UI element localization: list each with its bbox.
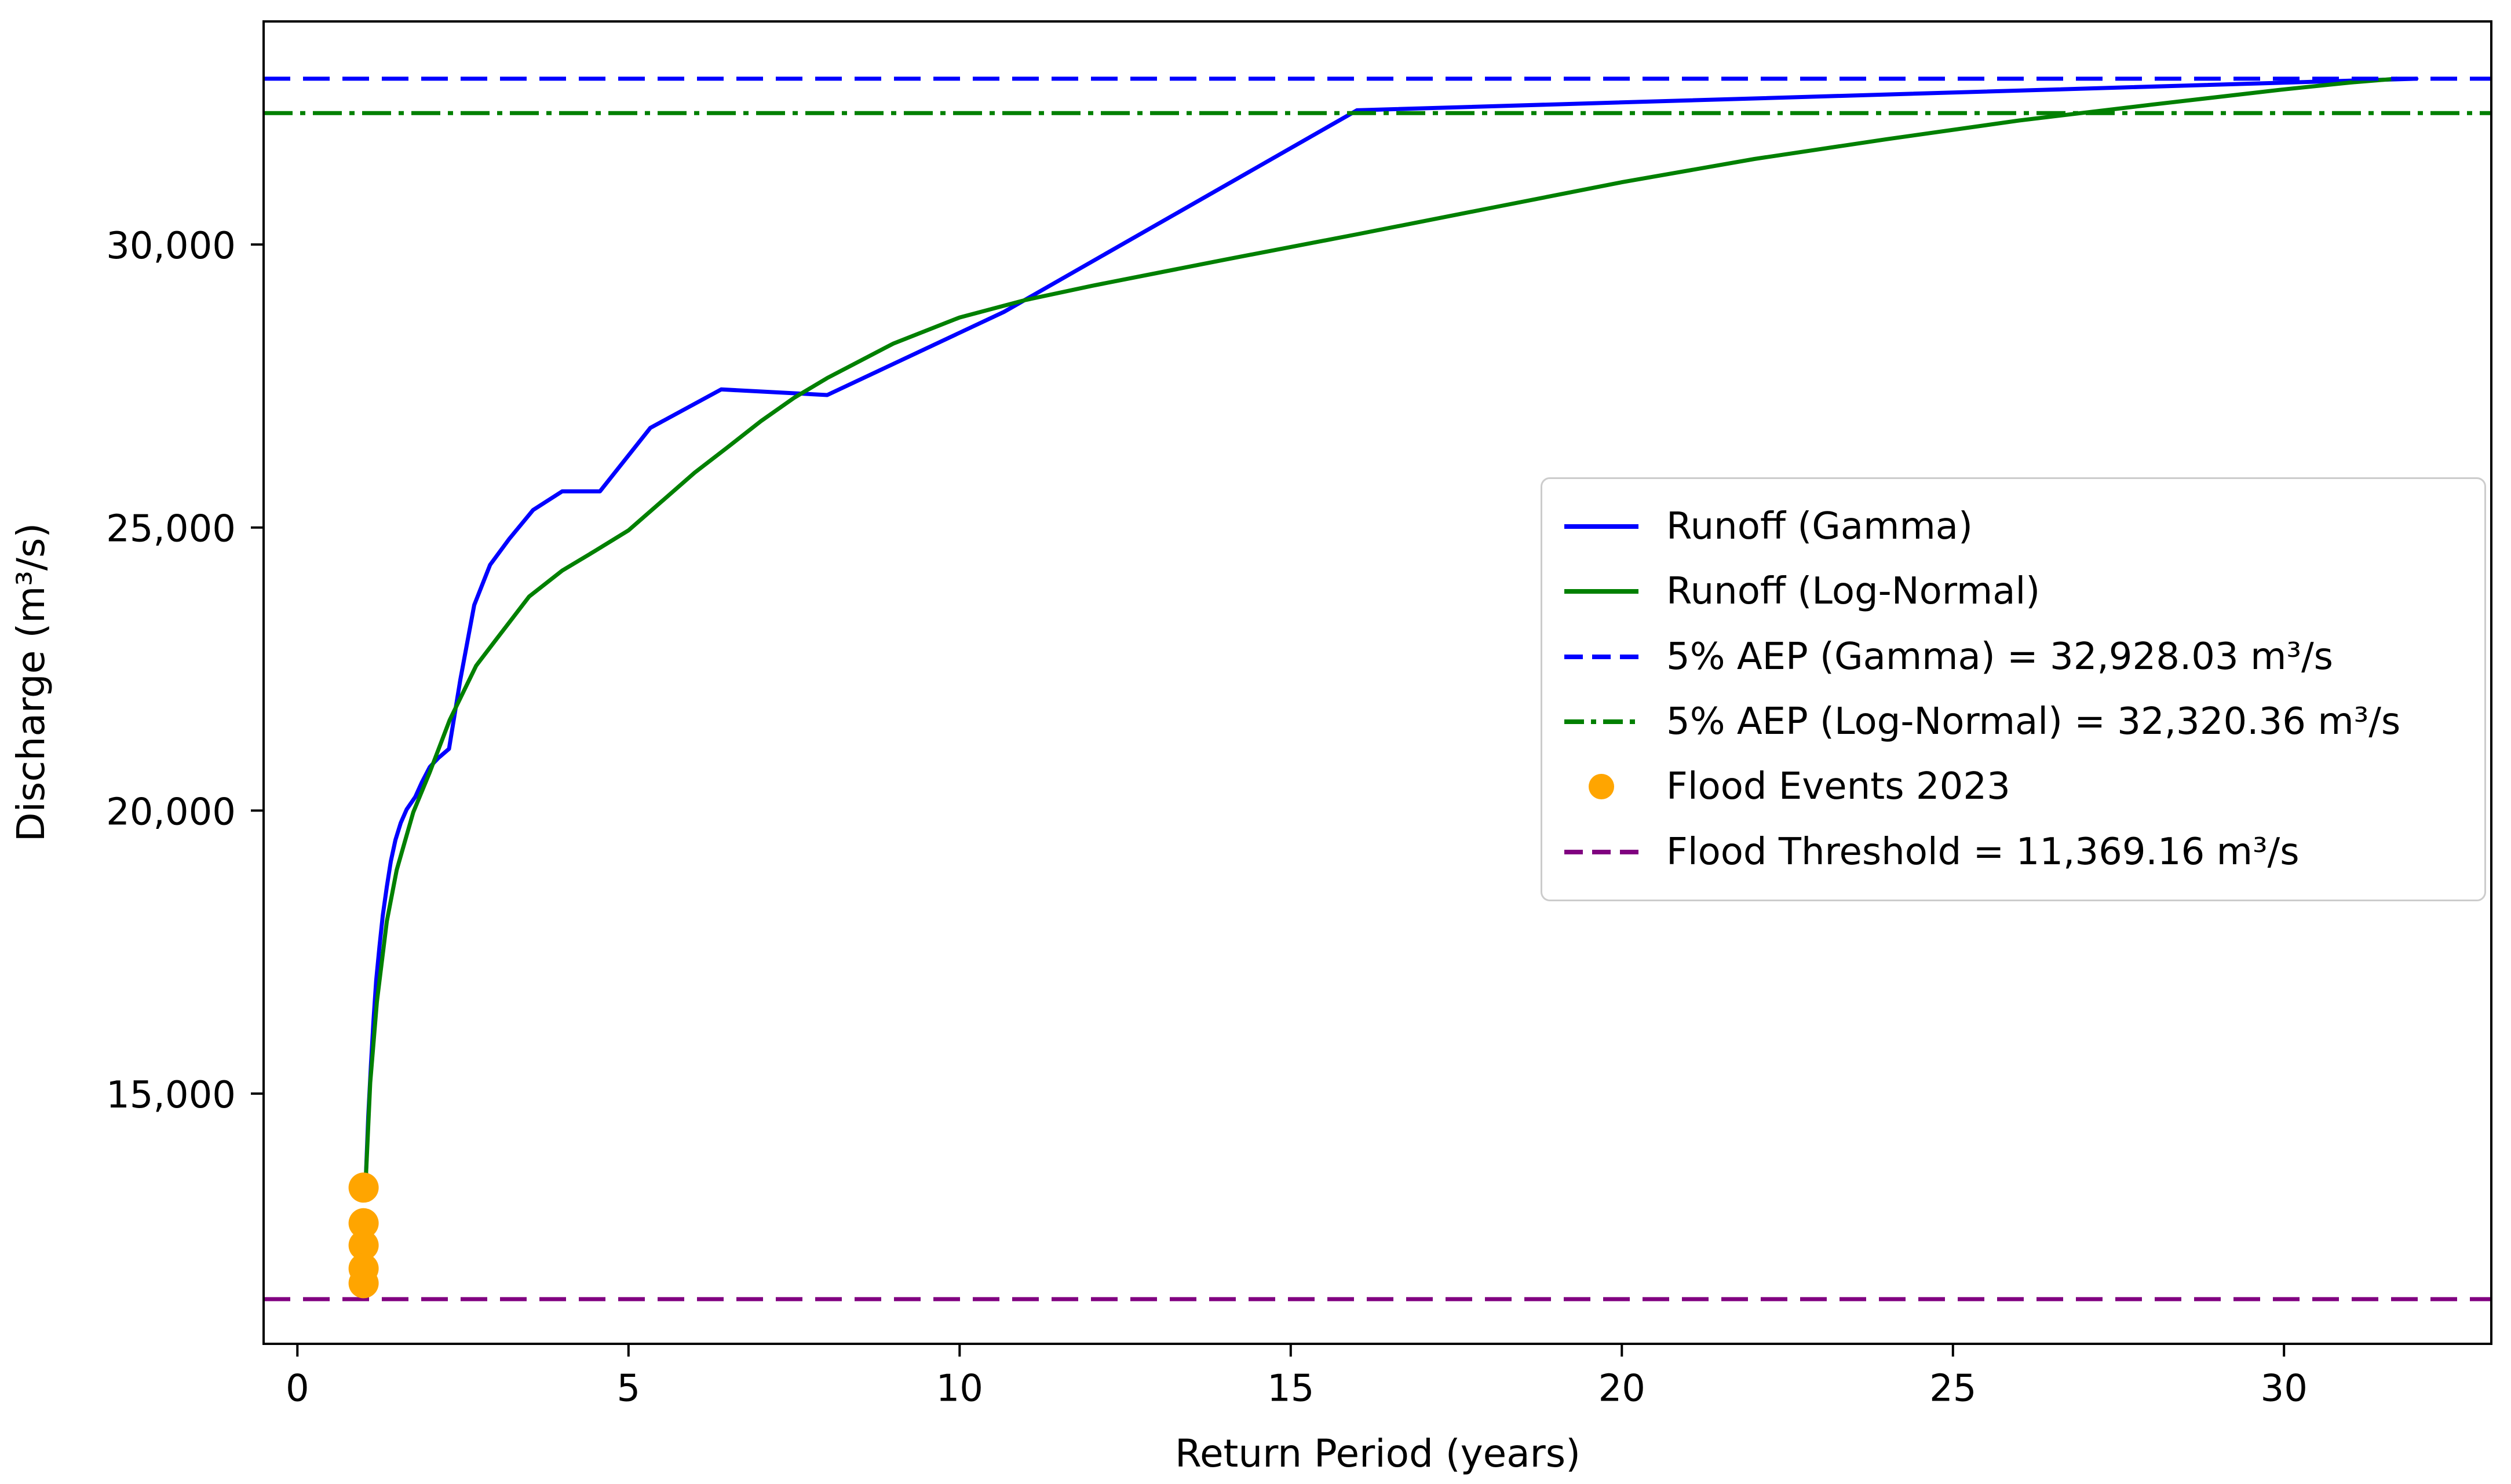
legend-label-runoff-lognormal: Runoff (Log-Normal) bbox=[1666, 570, 2041, 613]
x-tick-label-0: 0 bbox=[286, 1367, 309, 1410]
flood-event-dot-2 bbox=[348, 1230, 379, 1260]
legend-item-aep-lognormal: 5% AEP (Log-Normal) = 32,320.36 m³/s bbox=[1562, 701, 2473, 742]
legend-item-flood-threshold: Flood Threshold = 11,369.16 m³/s bbox=[1562, 832, 2473, 872]
legend-item-aep-gamma: 5% AEP (Gamma) = 32,928.03 m³/s bbox=[1562, 637, 2473, 677]
legend: Runoff (Gamma) Runoff (Log-Normal) 5% AE… bbox=[1541, 477, 2486, 901]
flood-event-dot-4 bbox=[348, 1268, 379, 1299]
legend-label-aep-lognormal: 5% AEP (Log-Normal) = 32,320.36 m³/s bbox=[1666, 700, 2401, 744]
gamma-line-sample-icon bbox=[1564, 524, 1638, 529]
x-tick-label-6: 30 bbox=[2260, 1367, 2307, 1410]
x-tick-label-3: 15 bbox=[1267, 1367, 1314, 1410]
legend-label-runoff-gamma: Runoff (Gamma) bbox=[1666, 505, 1973, 549]
y-tick-label-1: 20,000 bbox=[106, 791, 236, 834]
x-tick-label-2: 10 bbox=[936, 1367, 983, 1410]
y-tick-label-0: 15,000 bbox=[106, 1074, 236, 1117]
legend-label-flood-threshold: Flood Threshold = 11,369.16 m³/s bbox=[1666, 830, 2300, 873]
x-tick-label-4: 20 bbox=[1598, 1367, 1645, 1410]
y-axis-label: Discharge (m³/s) bbox=[9, 523, 53, 842]
plot-border bbox=[262, 20, 2492, 1345]
series-curve-lognormal bbox=[363, 76, 2399, 1186]
flood-event-dot-0 bbox=[348, 1172, 379, 1203]
aep-lognormal-dashdot-sample-icon bbox=[1564, 719, 1638, 725]
y-tick-label-3: 30,000 bbox=[106, 225, 236, 268]
legend-label-aep-gamma: 5% AEP (Gamma) = 32,928.03 m³/s bbox=[1666, 635, 2333, 678]
flood-event-dot-1 bbox=[348, 1208, 379, 1238]
legend-item-runoff-gamma: Runoff (Gamma) bbox=[1562, 506, 2473, 547]
legend-item-flood-events: Flood Events 2023 bbox=[1562, 766, 2473, 807]
lognormal-line-sample-icon bbox=[1564, 589, 1638, 594]
x-tick-label-1: 5 bbox=[616, 1367, 640, 1410]
legend-label-flood-events: Flood Events 2023 bbox=[1666, 765, 2010, 809]
flood-events-dot-sample-icon bbox=[1589, 774, 1614, 800]
y-tick-label-2: 25,000 bbox=[106, 508, 236, 551]
x-tick-label-5: 25 bbox=[1929, 1367, 1976, 1410]
aep-gamma-dashed-sample-icon bbox=[1564, 654, 1638, 659]
legend-item-runoff-lognormal: Runoff (Log-Normal) bbox=[1562, 571, 2473, 612]
flood-threshold-dashed-sample-icon bbox=[1564, 849, 1638, 854]
x-axis-label: Return Period (years) bbox=[1175, 1431, 1581, 1476]
